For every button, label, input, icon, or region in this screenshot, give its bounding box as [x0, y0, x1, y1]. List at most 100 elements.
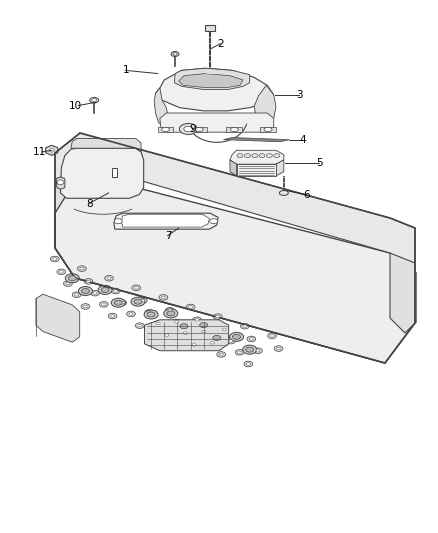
- Polygon shape: [276, 160, 284, 176]
- Polygon shape: [158, 127, 173, 132]
- Ellipse shape: [120, 302, 124, 304]
- Ellipse shape: [184, 126, 193, 132]
- Ellipse shape: [105, 276, 113, 281]
- Ellipse shape: [188, 306, 193, 308]
- Ellipse shape: [98, 286, 112, 294]
- Ellipse shape: [127, 311, 135, 317]
- Ellipse shape: [177, 322, 191, 330]
- Polygon shape: [230, 160, 237, 176]
- Polygon shape: [237, 164, 276, 176]
- Ellipse shape: [161, 296, 166, 298]
- Ellipse shape: [173, 53, 177, 55]
- Ellipse shape: [166, 308, 174, 313]
- Ellipse shape: [78, 287, 92, 295]
- Ellipse shape: [165, 334, 169, 336]
- Ellipse shape: [246, 363, 251, 365]
- Ellipse shape: [164, 309, 178, 318]
- Ellipse shape: [230, 333, 244, 341]
- Ellipse shape: [215, 316, 220, 318]
- Ellipse shape: [208, 340, 217, 345]
- Ellipse shape: [243, 345, 257, 354]
- Ellipse shape: [195, 127, 203, 132]
- Ellipse shape: [220, 327, 229, 332]
- Ellipse shape: [226, 338, 235, 344]
- Ellipse shape: [244, 154, 251, 158]
- Text: 4: 4: [299, 135, 306, 144]
- Ellipse shape: [222, 328, 226, 330]
- Ellipse shape: [135, 323, 144, 328]
- Text: 1: 1: [123, 66, 129, 75]
- Polygon shape: [60, 148, 144, 198]
- Ellipse shape: [179, 124, 198, 134]
- Ellipse shape: [259, 154, 265, 158]
- Ellipse shape: [244, 361, 253, 367]
- Ellipse shape: [134, 287, 138, 289]
- Polygon shape: [174, 68, 250, 90]
- Polygon shape: [191, 127, 207, 132]
- Ellipse shape: [276, 348, 281, 350]
- Ellipse shape: [256, 350, 260, 352]
- Ellipse shape: [131, 297, 145, 306]
- Ellipse shape: [72, 292, 81, 297]
- Polygon shape: [122, 214, 209, 227]
- Ellipse shape: [266, 154, 272, 158]
- Ellipse shape: [147, 311, 152, 313]
- Ellipse shape: [80, 268, 84, 270]
- Ellipse shape: [230, 127, 238, 132]
- Ellipse shape: [197, 321, 211, 329]
- Ellipse shape: [210, 342, 215, 344]
- Polygon shape: [55, 133, 415, 263]
- Ellipse shape: [162, 333, 171, 338]
- Ellipse shape: [213, 335, 221, 341]
- Ellipse shape: [247, 336, 256, 342]
- Ellipse shape: [138, 325, 142, 327]
- Ellipse shape: [246, 347, 254, 352]
- Ellipse shape: [53, 258, 57, 260]
- Polygon shape: [254, 85, 276, 127]
- Ellipse shape: [83, 305, 88, 308]
- Polygon shape: [55, 173, 415, 363]
- Polygon shape: [112, 168, 117, 177]
- Ellipse shape: [190, 342, 198, 348]
- Polygon shape: [390, 253, 415, 333]
- Polygon shape: [230, 150, 284, 164]
- Ellipse shape: [181, 330, 190, 336]
- Ellipse shape: [111, 298, 125, 307]
- Ellipse shape: [252, 154, 258, 158]
- Polygon shape: [155, 68, 274, 111]
- Text: 11: 11: [33, 147, 46, 157]
- Ellipse shape: [235, 350, 244, 355]
- Ellipse shape: [141, 300, 145, 302]
- Polygon shape: [56, 177, 65, 189]
- Ellipse shape: [66, 282, 70, 285]
- Ellipse shape: [81, 304, 90, 309]
- Ellipse shape: [108, 313, 117, 319]
- Text: 10: 10: [69, 101, 82, 110]
- Ellipse shape: [237, 154, 243, 158]
- Ellipse shape: [101, 287, 109, 293]
- Ellipse shape: [145, 310, 154, 315]
- Ellipse shape: [59, 271, 64, 273]
- Ellipse shape: [92, 99, 97, 102]
- Ellipse shape: [147, 312, 155, 317]
- Ellipse shape: [81, 288, 89, 294]
- Ellipse shape: [74, 294, 79, 296]
- Ellipse shape: [114, 300, 122, 305]
- Ellipse shape: [84, 279, 93, 284]
- Ellipse shape: [118, 300, 127, 305]
- Ellipse shape: [114, 219, 122, 224]
- Polygon shape: [226, 127, 242, 132]
- Ellipse shape: [50, 256, 59, 262]
- Ellipse shape: [78, 266, 86, 271]
- Ellipse shape: [199, 329, 208, 334]
- Ellipse shape: [68, 276, 76, 281]
- Ellipse shape: [219, 353, 223, 356]
- Text: 2: 2: [218, 39, 224, 49]
- Ellipse shape: [233, 334, 240, 340]
- Ellipse shape: [268, 333, 276, 338]
- Ellipse shape: [159, 295, 168, 300]
- Ellipse shape: [113, 290, 118, 292]
- Ellipse shape: [274, 154, 280, 158]
- Ellipse shape: [193, 317, 201, 322]
- Ellipse shape: [201, 330, 206, 333]
